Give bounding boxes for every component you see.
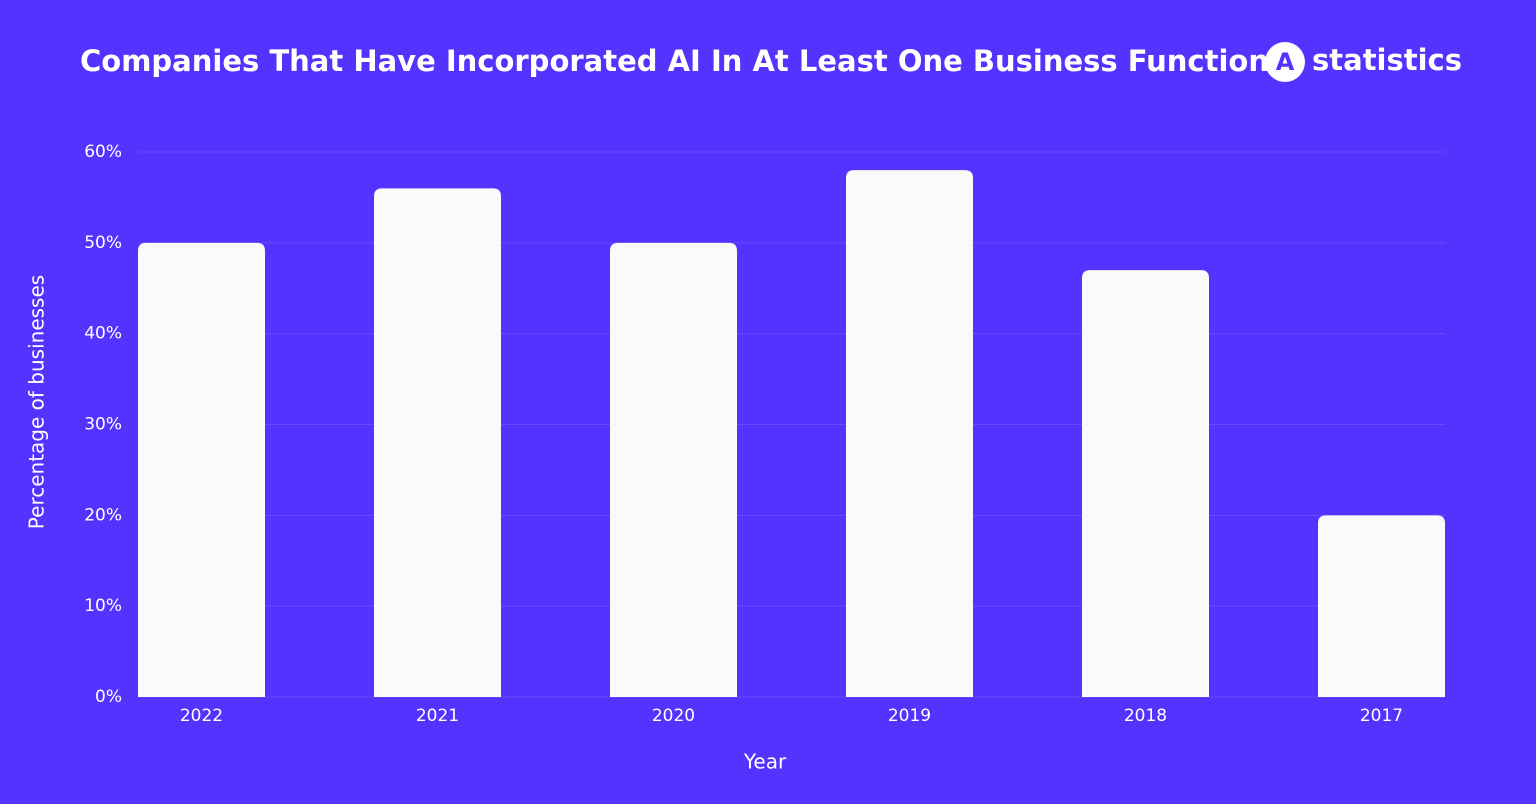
y-axis-label: Percentage of businesses — [25, 275, 49, 529]
x-axis-label: Year — [743, 750, 787, 774]
bar — [610, 242, 737, 698]
brand-logo — [1265, 42, 1305, 82]
x-tick-label: 2020 — [652, 706, 695, 726]
bar — [1318, 515, 1445, 697]
y-tick-label: 30% — [84, 415, 122, 435]
x-tick-label: 2018 — [1124, 706, 1167, 726]
bar — [374, 188, 501, 698]
bar — [1082, 270, 1209, 697]
x-tick-label: 2019 — [888, 706, 931, 726]
brand-icon: A — [1276, 48, 1295, 76]
x-tick-label: 2022 — [180, 706, 223, 726]
brand-name: statistics — [1312, 43, 1462, 77]
y-tick-label: 60% — [84, 142, 122, 162]
y-tick-label: 50% — [84, 233, 122, 253]
y-tick-label: 20% — [84, 505, 122, 525]
chart-title: Companies That Have Incorporated AI In A… — [80, 44, 1269, 78]
y-tick-label: 40% — [84, 324, 122, 344]
x-tick-label: 2021 — [416, 706, 459, 726]
bar — [138, 242, 265, 698]
x-tick-label: 2017 — [1360, 706, 1403, 726]
y-tick-label: 10% — [84, 596, 122, 616]
bar — [846, 170, 973, 697]
y-tick-label: 0% — [95, 687, 122, 707]
